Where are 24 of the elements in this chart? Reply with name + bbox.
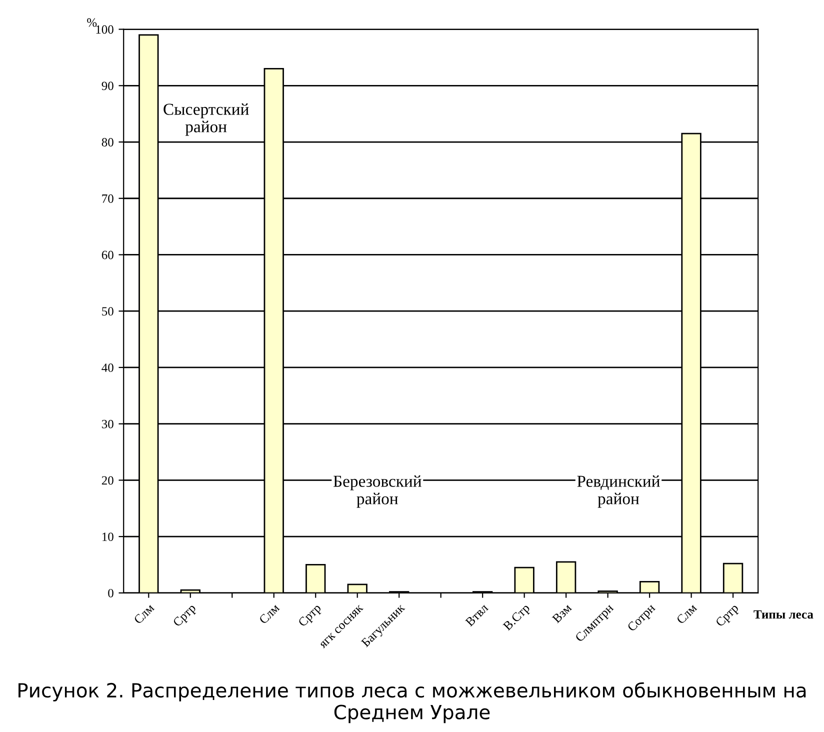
x-tick-label: Сртр bbox=[715, 603, 741, 629]
y-tick-label: 0 bbox=[108, 588, 114, 598]
x-tick-label: Слм bbox=[258, 603, 280, 624]
annotation: Сысертский район bbox=[164, 103, 249, 136]
x-tick-label: Слм bbox=[133, 603, 155, 624]
annotation: Ревдинский район bbox=[577, 475, 660, 508]
x-tick-label: Сртр bbox=[172, 603, 198, 629]
y-tick-label: 100 bbox=[96, 25, 114, 34]
y-tick-label: 70 bbox=[102, 194, 114, 203]
y-axis-title: % bbox=[87, 18, 97, 27]
x-tick-label: Взм bbox=[552, 603, 572, 624]
x-tick-label: Сртр bbox=[298, 603, 324, 629]
annotation: Березовский район bbox=[333, 475, 422, 508]
text: Рисунок 2. Распределение типов леса с можжевельником обыкновенным на Среднем Урале bbox=[18, 682, 806, 724]
y-tick-label: 60 bbox=[102, 250, 114, 260]
x-tick-label: Слм bbox=[676, 603, 698, 624]
y-tick-label: 50 bbox=[102, 307, 114, 316]
y-tick-label: 40 bbox=[102, 363, 114, 372]
y-tick-label: 30 bbox=[102, 420, 114, 428]
y-tick-label: 10 bbox=[102, 532, 114, 542]
y-tick-label: 80 bbox=[102, 138, 114, 146]
x-axis-title: Типы леса bbox=[754, 610, 814, 619]
y-tick-label: 90 bbox=[102, 82, 114, 90]
y-tick-label: 20 bbox=[102, 476, 114, 485]
